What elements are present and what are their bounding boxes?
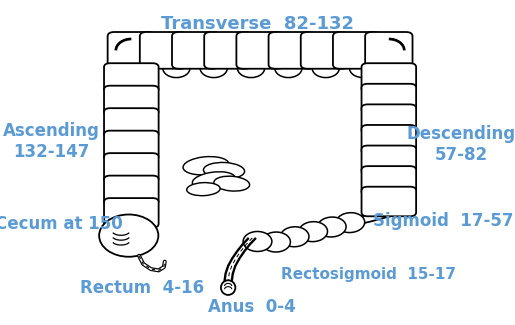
FancyBboxPatch shape — [104, 86, 159, 115]
FancyBboxPatch shape — [104, 153, 159, 183]
FancyBboxPatch shape — [362, 125, 416, 154]
Ellipse shape — [187, 183, 220, 196]
Ellipse shape — [299, 222, 328, 241]
Ellipse shape — [275, 59, 302, 78]
Text: Ascending
132-147: Ascending 132-147 — [3, 122, 100, 161]
FancyBboxPatch shape — [333, 32, 380, 69]
Ellipse shape — [237, 59, 265, 78]
Text: Rectosigmoid  15-17: Rectosigmoid 15-17 — [281, 267, 456, 282]
Text: Transverse  82-132: Transverse 82-132 — [161, 15, 354, 32]
FancyBboxPatch shape — [104, 63, 159, 93]
Text: Cecum at 150: Cecum at 150 — [0, 215, 123, 233]
Ellipse shape — [243, 231, 272, 252]
FancyBboxPatch shape — [104, 176, 159, 205]
Ellipse shape — [126, 59, 152, 78]
FancyBboxPatch shape — [362, 146, 416, 175]
FancyBboxPatch shape — [104, 198, 159, 228]
Ellipse shape — [203, 162, 245, 179]
FancyBboxPatch shape — [204, 32, 251, 69]
FancyBboxPatch shape — [362, 166, 416, 196]
Ellipse shape — [163, 59, 190, 78]
FancyBboxPatch shape — [269, 32, 316, 69]
Ellipse shape — [99, 214, 159, 257]
FancyBboxPatch shape — [172, 32, 219, 69]
Ellipse shape — [200, 59, 227, 78]
FancyBboxPatch shape — [365, 32, 413, 69]
FancyBboxPatch shape — [108, 32, 155, 69]
Text: Descending
57-82: Descending 57-82 — [406, 125, 515, 164]
FancyBboxPatch shape — [362, 84, 416, 113]
FancyBboxPatch shape — [362, 104, 416, 134]
Ellipse shape — [192, 172, 235, 189]
Ellipse shape — [336, 213, 365, 233]
Ellipse shape — [214, 176, 250, 191]
Ellipse shape — [221, 280, 235, 295]
FancyBboxPatch shape — [301, 32, 348, 69]
FancyBboxPatch shape — [236, 32, 284, 69]
FancyBboxPatch shape — [362, 63, 416, 93]
FancyBboxPatch shape — [140, 32, 187, 69]
Text: Anus  0-4: Anus 0-4 — [209, 298, 296, 316]
FancyBboxPatch shape — [104, 108, 159, 138]
Ellipse shape — [280, 227, 309, 247]
Ellipse shape — [312, 59, 339, 78]
Text: Rectum  4-16: Rectum 4-16 — [79, 279, 204, 297]
Ellipse shape — [317, 217, 346, 237]
Ellipse shape — [350, 59, 376, 78]
FancyBboxPatch shape — [104, 131, 159, 160]
Ellipse shape — [183, 157, 229, 175]
FancyBboxPatch shape — [362, 187, 416, 216]
Text: Sigmoid  17-57: Sigmoid 17-57 — [373, 212, 513, 230]
Ellipse shape — [262, 232, 290, 252]
